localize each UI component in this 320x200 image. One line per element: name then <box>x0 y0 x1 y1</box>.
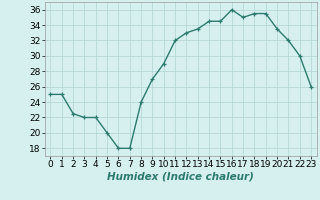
X-axis label: Humidex (Indice chaleur): Humidex (Indice chaleur) <box>108 172 254 182</box>
